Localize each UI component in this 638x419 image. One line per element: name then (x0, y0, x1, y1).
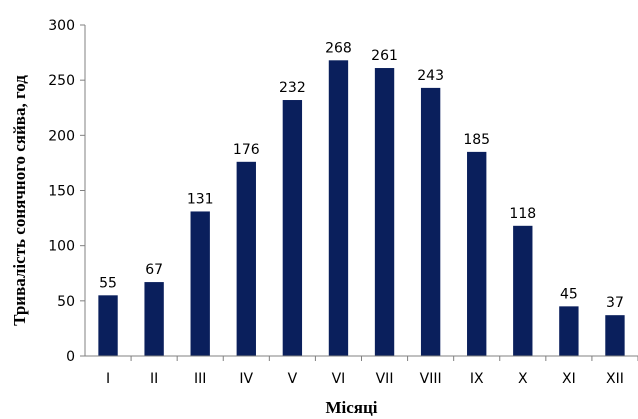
bar (282, 100, 303, 356)
x-tick-label: II (150, 371, 158, 387)
data-label: 55 (99, 275, 117, 291)
bar (420, 87, 441, 356)
data-label: 131 (187, 191, 214, 207)
data-label: 176 (233, 142, 260, 158)
y-tick-label: 300 (48, 18, 75, 34)
data-label: 185 (463, 132, 490, 148)
bar (374, 68, 395, 356)
data-labels: 55 67 131 176 232 268 261 243 185 118 45 37 (99, 40, 624, 311)
y-axis-title: Тривалість сонячного сяйва, год (10, 75, 29, 326)
x-tick-label: I (106, 371, 110, 387)
x-tick-label: XI (562, 371, 576, 387)
y-tick-label: 50 (57, 294, 75, 310)
bar (328, 60, 349, 356)
bar (190, 211, 210, 356)
bars (98, 60, 625, 356)
x-axis-title: Місяці (325, 398, 377, 417)
bar (559, 306, 579, 356)
data-label: 37 (606, 295, 624, 311)
x-axis-ticks: I II III IV V VI VII VIII IX X XI XII (106, 356, 638, 387)
data-label: 67 (145, 262, 163, 278)
x-tick-label: IV (239, 371, 253, 387)
y-tick-label: 150 (48, 184, 75, 200)
y-axis-ticks: 0 50 100 150 200 250 300 (48, 18, 85, 365)
data-label: 232 (279, 80, 306, 96)
x-tick-label: V (288, 371, 298, 387)
x-tick-label: III (194, 371, 206, 387)
x-tick-label: XII (606, 371, 624, 387)
x-tick-label: X (518, 371, 528, 387)
y-tick-label: 0 (66, 349, 75, 365)
data-label: 243 (417, 68, 444, 84)
data-label: 268 (325, 40, 352, 56)
data-label: 261 (371, 48, 398, 64)
bar (513, 225, 533, 356)
data-label: 118 (509, 206, 536, 222)
bar (605, 315, 625, 356)
x-tick-label: VIII (420, 371, 442, 387)
bar (467, 151, 487, 356)
y-tick-label: 100 (48, 239, 75, 255)
y-tick-label: 250 (48, 73, 75, 89)
x-tick-label: IX (470, 371, 484, 387)
x-tick-label: VI (332, 371, 346, 387)
x-tick-label: VII (376, 371, 394, 387)
bar (236, 161, 256, 356)
bar (144, 282, 164, 356)
y-tick-label: 200 (48, 128, 75, 144)
data-label: 45 (560, 286, 578, 302)
bar (98, 295, 118, 356)
